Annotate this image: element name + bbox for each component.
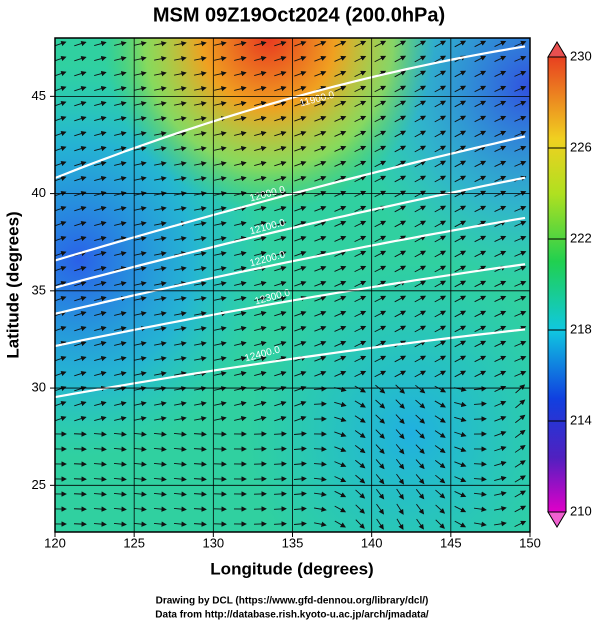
y-tick-label: 35 [32,282,46,297]
streamline [314,404,326,405]
x-tick-label: 135 [282,535,304,550]
colorbar [548,57,566,512]
colorbar-tick-label: 226 [570,139,592,154]
colorbar-tick-label: 222 [570,230,592,245]
y-tick-label: 30 [32,380,46,395]
footer: Data from http://database.rish.kyoto-u.a… [155,610,429,621]
x-tick-label: 120 [44,535,66,550]
x-tick-label: 140 [361,535,383,550]
footer: Drawing by DCL (https://www.gfd-dennou.o… [156,596,429,607]
streamline [474,419,486,420]
colorbar-tick-label: 210 [570,503,592,518]
y-tick-label: 40 [32,185,46,200]
streamline [314,449,326,450]
colorbar-tick-label: 214 [570,412,592,427]
colorbar-end [548,512,566,527]
streamline [474,464,486,465]
colorbar-end [548,42,566,57]
y-tick-label: 45 [32,88,46,103]
x-axis-label: Longitude (degrees) [210,559,373,578]
colorbar-tick-label: 230 [570,48,592,63]
x-tick-label: 130 [202,535,224,550]
x-tick-label: 145 [440,535,462,550]
y-tick-label: 25 [32,477,46,492]
x-tick-label: 150 [519,535,541,550]
field: 11900.012000.012100.012200.012300.012400… [54,38,530,532]
x-tick-label: 125 [123,535,145,550]
chart-title: MSM 09Z19Oct2024 (200.0hPa) [153,4,445,26]
colorbar-tick-label: 218 [570,321,592,336]
y-axis-label: Latitude (degrees) [3,211,22,358]
